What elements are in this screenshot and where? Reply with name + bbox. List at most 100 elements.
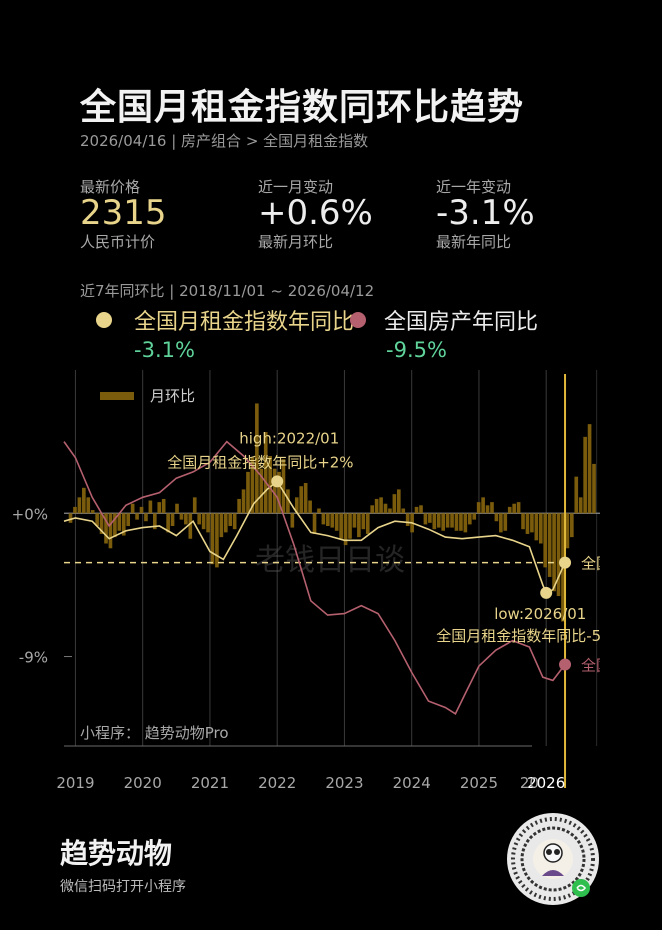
monthly-bar: [290, 513, 295, 528]
monthly-bar: [201, 513, 206, 530]
monthly-bar: [374, 498, 379, 514]
monthly-bar: [286, 489, 290, 514]
monthly-bar: [68, 513, 73, 523]
x-tick-label: 2020: [124, 774, 162, 792]
monthly-bar: [436, 513, 441, 528]
x-tick-label: 2025: [460, 774, 498, 792]
monthly-bar: [161, 498, 166, 514]
legend-dot-house: [350, 312, 366, 328]
monthly-bar: [126, 513, 131, 526]
y-tick-label: +0%: [12, 505, 48, 523]
monthly-bar: [237, 498, 241, 514]
series-line-house: [63, 440, 566, 715]
monthly-bar: [357, 513, 361, 538]
monthly-bar: [476, 502, 481, 514]
stat-value: +0.6%: [258, 193, 373, 233]
monthly-bar: [321, 513, 326, 525]
monthly-bar: [268, 455, 272, 514]
monthly-bar: [308, 500, 312, 514]
monthly-bar: [574, 476, 579, 514]
date-range: 近7年同环比 | 2018/11/01 ~ 2026/04/12: [80, 282, 375, 300]
monthly-bar: [192, 497, 197, 514]
monthly-bar: [197, 513, 201, 525]
watermark: 老钱日日谈: [255, 543, 405, 578]
monthly-bar: [113, 513, 117, 538]
monthly-bar: [370, 505, 375, 514]
monthly-bar: [441, 513, 446, 531]
stat-sub: 人民币计价: [80, 233, 156, 251]
monthly-bar: [530, 513, 534, 533]
stat-sub: 最新月环比: [258, 233, 334, 251]
bar-legend-label: 月环比: [150, 387, 195, 405]
monthly-bar: [215, 513, 219, 568]
monthly-bar: [503, 513, 508, 531]
monthly-bar: [82, 487, 86, 514]
monthly-bar: [485, 505, 490, 514]
high-marker: [271, 475, 284, 488]
monthly-bar: [445, 513, 450, 528]
x-tick-label: 20: [520, 774, 539, 792]
monthly-bar: [219, 513, 224, 538]
monthly-bar: [405, 513, 410, 526]
stat-latest-price: 最新价格 2315 人民币计价: [80, 176, 167, 252]
brand-name: 趋势动物: [60, 837, 173, 870]
legend-name-house: 全国房产年同比: [384, 310, 539, 335]
monthly-bar: [467, 513, 472, 525]
monthly-bar: [419, 505, 423, 514]
legend-dot-rent: [96, 312, 112, 328]
monthly-bar: [552, 513, 556, 592]
monthly-bar: [246, 471, 250, 514]
monthly-bar: [90, 510, 95, 514]
monthly-bar: [454, 513, 459, 531]
low-marker: [540, 586, 553, 599]
monthly-bar: [259, 468, 264, 514]
monthly-bar: [95, 513, 99, 526]
x-tick-label: 2019: [56, 774, 94, 792]
monthly-bar: [516, 502, 521, 514]
monthly-bar: [77, 497, 82, 514]
monthly-bar: [317, 508, 321, 514]
monthly-bar: [148, 500, 153, 514]
monthly-bar: [73, 506, 77, 514]
monthly-bar: [525, 513, 530, 534]
monthly-bar: [348, 513, 352, 539]
monthly-bar: [512, 503, 516, 514]
monthly-bar: [294, 497, 299, 514]
monthly-bar: [343, 513, 348, 546]
monthly-bar: [175, 503, 179, 514]
monthly-bar: [277, 471, 281, 514]
monthly-bar: [339, 513, 343, 539]
stat-label: 近一年变动: [436, 178, 512, 196]
series-line-rent: [63, 480, 566, 594]
trend-chart: +0%-9%老钱日日谈全国月租金指数年同比全国房产年同比high:2022/01…: [12, 360, 662, 800]
legend-value-house: -9.5%: [386, 338, 447, 362]
bar-legend-swatch: [100, 392, 134, 400]
stat-year-change: 近一年变动 -3.1% 最新年同比: [436, 176, 535, 252]
x-tick-label: 2021: [191, 774, 229, 792]
monthly-bar: [397, 489, 401, 514]
monthly-bar: [463, 513, 468, 533]
monthly-bar: [166, 513, 170, 533]
monthly-bar: [86, 497, 91, 514]
chart-right-mask: [600, 360, 662, 800]
end-point-rent: [559, 556, 572, 569]
monthly-bar: [472, 513, 477, 520]
monthly-bar: [326, 513, 330, 526]
legend-value-rent: -3.1%: [134, 338, 195, 362]
stat-label: 最新价格: [80, 178, 141, 196]
monthly-bar: [255, 403, 259, 514]
page-title: 全国月租金指数同环比趋势: [80, 87, 525, 128]
qr-code-icon[interactable]: [506, 812, 600, 906]
monthly-bar: [299, 486, 304, 514]
stat-label: 近一月变动: [258, 178, 334, 196]
monthly-bar: [578, 497, 583, 514]
monthly-bar: [223, 513, 228, 533]
monthly-bar: [117, 513, 122, 531]
monthly-bar: [272, 468, 277, 514]
monthly-bar: [210, 513, 215, 565]
monthly-bar: [206, 513, 210, 533]
monthly-bar: [263, 432, 268, 514]
monthly-bar: [490, 502, 494, 514]
monthly-bar: [401, 508, 406, 514]
monthly-bar: [157, 502, 162, 514]
